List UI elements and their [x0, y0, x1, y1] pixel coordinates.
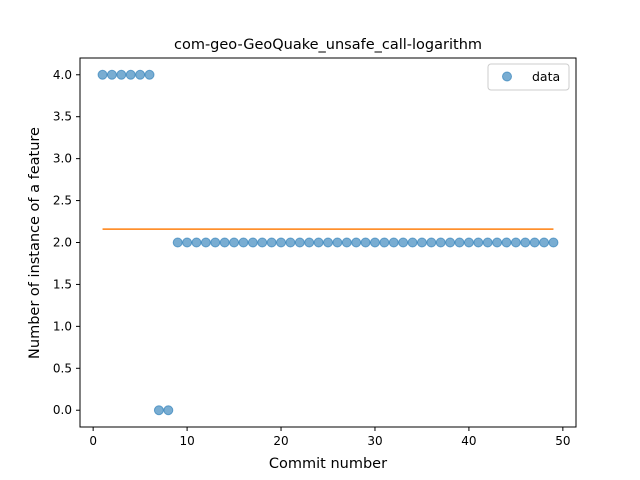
data-point: [247, 237, 258, 248]
data-point: [341, 237, 352, 248]
data-point: [369, 237, 380, 248]
data-point: [473, 237, 484, 248]
data-point: [360, 237, 371, 248]
data-point: [144, 69, 155, 80]
x-tick-label: 10: [179, 434, 194, 448]
y-tick-label: 2.5: [53, 194, 72, 208]
x-tick-label: 0: [89, 434, 97, 448]
data-point: [285, 237, 296, 248]
data-point: [435, 237, 446, 248]
data-point: [191, 237, 202, 248]
data-point: [229, 237, 240, 248]
axis-ticks: 0 10 20 30 40 50 0.0 0.5 1.0 1.5 2.0 2.5 3.0 3.5 4.0: [53, 57, 577, 448]
data-point: [332, 237, 343, 248]
data-point: [407, 237, 418, 248]
x-tick-label: 50: [555, 434, 570, 448]
data-point: [501, 237, 512, 248]
data-point: [548, 237, 559, 248]
data-point: [304, 237, 315, 248]
data-point: [172, 237, 183, 248]
data-point: [135, 69, 146, 80]
y-axis-label: Number of instance of a feature: [27, 127, 43, 359]
data-point: [163, 405, 174, 416]
plot-area: [97, 69, 559, 416]
data-point: [125, 69, 136, 80]
chart-title: com-geo-GeoQuake_unsafe_call-logarithm: [174, 37, 482, 53]
data-point: [454, 237, 465, 248]
legend-frame: [487, 63, 570, 91]
data-point: [323, 237, 333, 248]
x-tick-label: 40: [461, 434, 476, 448]
data-point: [313, 237, 324, 248]
data-point: [106, 69, 117, 80]
y-tick-label: 0.0: [53, 403, 72, 417]
data-point: [416, 237, 427, 248]
data-point: [351, 237, 362, 248]
y-tick-label: 2.0: [53, 236, 72, 250]
data-point: [482, 237, 493, 248]
y-tick-label: 4.0: [53, 68, 72, 82]
data-point: [257, 237, 268, 248]
data-point: [539, 237, 550, 248]
data-point: [520, 237, 531, 248]
data-point: [388, 237, 399, 248]
data-point: [426, 237, 437, 248]
data-point: [97, 69, 108, 80]
y-tick-label: 1.0: [53, 319, 72, 333]
data-point: [219, 237, 230, 248]
y-tick-label: 1.5: [53, 277, 72, 291]
data-point: [294, 237, 305, 248]
legend: data: [487, 63, 570, 91]
x-tick-label: 20: [273, 434, 288, 448]
x-axis-label: Commit number: [269, 456, 387, 472]
data-point: [182, 237, 193, 248]
y-tick-label: 3.5: [53, 110, 72, 124]
y-tick-label: 0.5: [53, 361, 72, 375]
data-point: [492, 237, 503, 248]
legend-marker: [502, 71, 512, 82]
data-point: [445, 237, 456, 248]
data-point: [200, 237, 211, 248]
data-point: [210, 237, 221, 248]
y-tick-label: 3.0: [53, 152, 72, 166]
data-point: [529, 237, 540, 248]
data-point: [276, 237, 287, 248]
data-point: [398, 237, 409, 248]
data-point: [510, 237, 521, 248]
data-point: [153, 405, 164, 416]
data-point: [463, 237, 474, 248]
legend-label: data: [532, 69, 560, 84]
data-point: [238, 237, 249, 248]
data-point: [379, 237, 390, 248]
x-tick-label: 30: [367, 434, 382, 448]
data-point: [266, 237, 277, 248]
data-point: [116, 69, 127, 80]
